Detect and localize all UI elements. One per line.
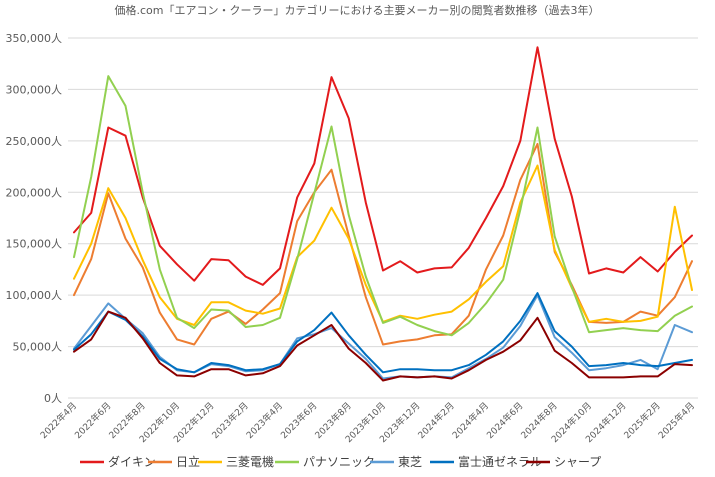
chart-title: 価格.com「エアコン・クーラー」カテゴリーにおける主要メーカー別の閲覧者数推移… — [115, 3, 600, 17]
y-tick-label: 0人 — [44, 392, 62, 405]
legend-label: ダイキン — [108, 454, 156, 469]
y-tick-label: 50,000人 — [13, 341, 63, 354]
legend-label: 三菱電機 — [226, 454, 274, 469]
legend-label: 東芝 — [398, 454, 422, 469]
y-tick-label: 200,000人 — [6, 186, 63, 199]
y-tick-label: 100,000人 — [6, 289, 63, 302]
y-tick-label: 350,000人 — [6, 32, 63, 45]
y-tick-label: 300,000人 — [6, 83, 63, 96]
legend-label: シャープ — [554, 455, 601, 469]
series-line-三菱電機 — [73, 164, 693, 326]
legend-label: パナソニック — [303, 455, 375, 469]
y-tick-label: 150,000人 — [6, 238, 63, 251]
legend-label: 富士通ゼネラル — [458, 454, 542, 469]
series-line-富士通ゼネラル — [73, 292, 693, 374]
y-tick-label: 250,000人 — [6, 135, 63, 148]
series-line-ダイキン — [73, 46, 693, 286]
x-tick-label: 2025年4月 — [656, 400, 697, 441]
legend-label: 日立 — [176, 454, 200, 469]
series-line-パナソニック — [73, 75, 693, 337]
series-line-シャープ — [73, 310, 693, 382]
